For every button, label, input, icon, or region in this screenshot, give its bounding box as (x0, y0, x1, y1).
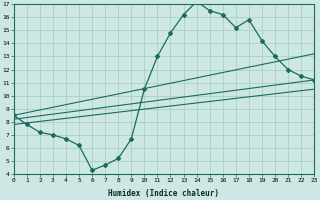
X-axis label: Humidex (Indice chaleur): Humidex (Indice chaleur) (108, 189, 220, 198)
